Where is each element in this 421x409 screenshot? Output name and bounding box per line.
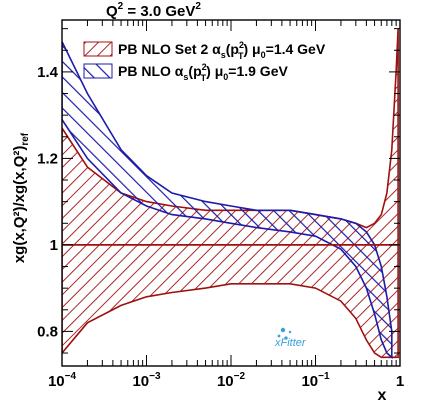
legend-label-blue: PB NLO αs(p2 T) μ0=1.9 GeV (118, 62, 288, 83)
xfitter-logo: xFitter (274, 327, 307, 349)
legend-label-red: PB NLO Set 2 αs(p2 T) μ0=1.4 GeV (118, 40, 326, 61)
x-tick-label-1: 10−3 (132, 371, 161, 390)
axis-ticks: 10−4 10−3 10−2 10−1 1 0.8 1 1.2 1.4 (37, 20, 404, 390)
legend: PB NLO Set 2 αs(p2 T) μ0=1.4 GeV PB NLO α… (83, 40, 326, 83)
x-tick-label-2: 10−2 (217, 371, 246, 390)
x-tick-label-0: 10−4 (48, 371, 77, 390)
x-tick-label-3: 10−1 (301, 371, 330, 390)
legend-entry-red: PB NLO Set 2 αs(p2 T) μ0=1.4 GeV (83, 40, 326, 61)
y-tick-label-0: 0.8 (37, 323, 58, 340)
y-tick-label-1: 1 (50, 237, 58, 254)
y-tick-label-2: 1.2 (37, 150, 58, 167)
x-axis-label: x (378, 387, 387, 404)
legend-swatch-red (83, 41, 113, 57)
plot-area (62, 28, 399, 360)
xfitter-watermark: xFitter (274, 337, 307, 349)
band-series-1 (62, 41, 393, 360)
chart-header: Q2 = 3.0 GeV2 (106, 1, 201, 20)
y-axis-label: xg(x,Q²)/xg(x,Q²)ref (11, 132, 31, 263)
y-tick-label-3: 1.4 (37, 64, 59, 81)
legend-entry-blue: PB NLO αs(p2 T) μ0=1.9 GeV (83, 62, 288, 83)
x-tick-label-4: 1 (396, 373, 404, 390)
legend-swatch-blue (83, 63, 113, 79)
y-axis-label-sub: ref (20, 132, 31, 145)
